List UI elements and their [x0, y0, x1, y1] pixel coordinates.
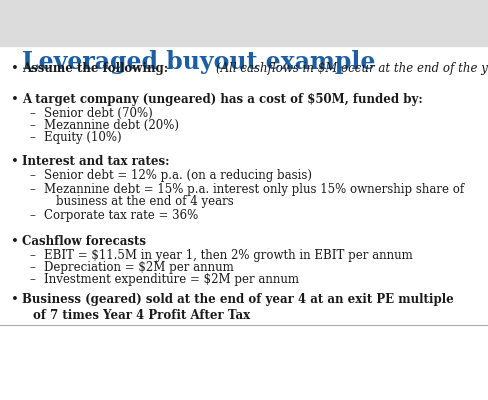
Text: Corporate tax rate = 36%: Corporate tax rate = 36%	[44, 209, 198, 222]
Text: Leveraged buyout example: Leveraged buyout example	[22, 50, 375, 74]
Text: Cashflow forecasts: Cashflow forecasts	[22, 235, 146, 248]
Text: Assume the following:: Assume the following:	[22, 62, 172, 75]
Text: •: •	[11, 93, 19, 106]
Text: Mezannine debt (20%): Mezannine debt (20%)	[44, 119, 179, 132]
Text: Senior debt (70%): Senior debt (70%)	[44, 107, 153, 120]
Text: •: •	[11, 235, 19, 248]
Text: (All cashflows in $M occur at the end of the year): (All cashflows in $M occur at the end of…	[216, 62, 488, 75]
Text: –: –	[29, 273, 35, 286]
Text: Business (geared) sold at the end of year 4 at an exit PE multiple: Business (geared) sold at the end of yea…	[22, 293, 454, 306]
Text: •: •	[11, 293, 19, 306]
Text: –: –	[29, 131, 35, 144]
Text: of 7 times Year 4 Profit After Tax: of 7 times Year 4 Profit After Tax	[33, 309, 250, 322]
Text: Depreciation = $2M per annum: Depreciation = $2M per annum	[44, 261, 234, 274]
Text: •: •	[11, 62, 19, 75]
Text: –: –	[29, 107, 35, 120]
Text: –: –	[29, 209, 35, 222]
Text: –: –	[29, 183, 35, 196]
Text: Equity (10%): Equity (10%)	[44, 131, 122, 144]
Text: Investment expenditure = $2M per annum: Investment expenditure = $2M per annum	[44, 273, 299, 286]
Text: –: –	[29, 169, 35, 182]
Text: –: –	[29, 119, 35, 132]
Text: –: –	[29, 249, 35, 262]
Text: EBIT = $11.5M in year 1, then 2% growth in EBIT per annum: EBIT = $11.5M in year 1, then 2% growth …	[44, 249, 413, 262]
Text: business at the end of 4 years: business at the end of 4 years	[56, 195, 234, 208]
Text: Mezannine debt = 15% p.a. interest only plus 15% ownership share of: Mezannine debt = 15% p.a. interest only …	[44, 183, 464, 196]
Text: –: –	[29, 261, 35, 274]
Text: Senior debt = 12% p.a. (on a reducing basis): Senior debt = 12% p.a. (on a reducing ba…	[44, 169, 312, 182]
Bar	[0, 0, 488, 46]
Text: A target company (ungeared) has a cost of $50M, funded by:: A target company (ungeared) has a cost o…	[22, 93, 423, 106]
Text: •: •	[11, 155, 19, 168]
Text: Interest and tax rates:: Interest and tax rates:	[22, 155, 169, 168]
